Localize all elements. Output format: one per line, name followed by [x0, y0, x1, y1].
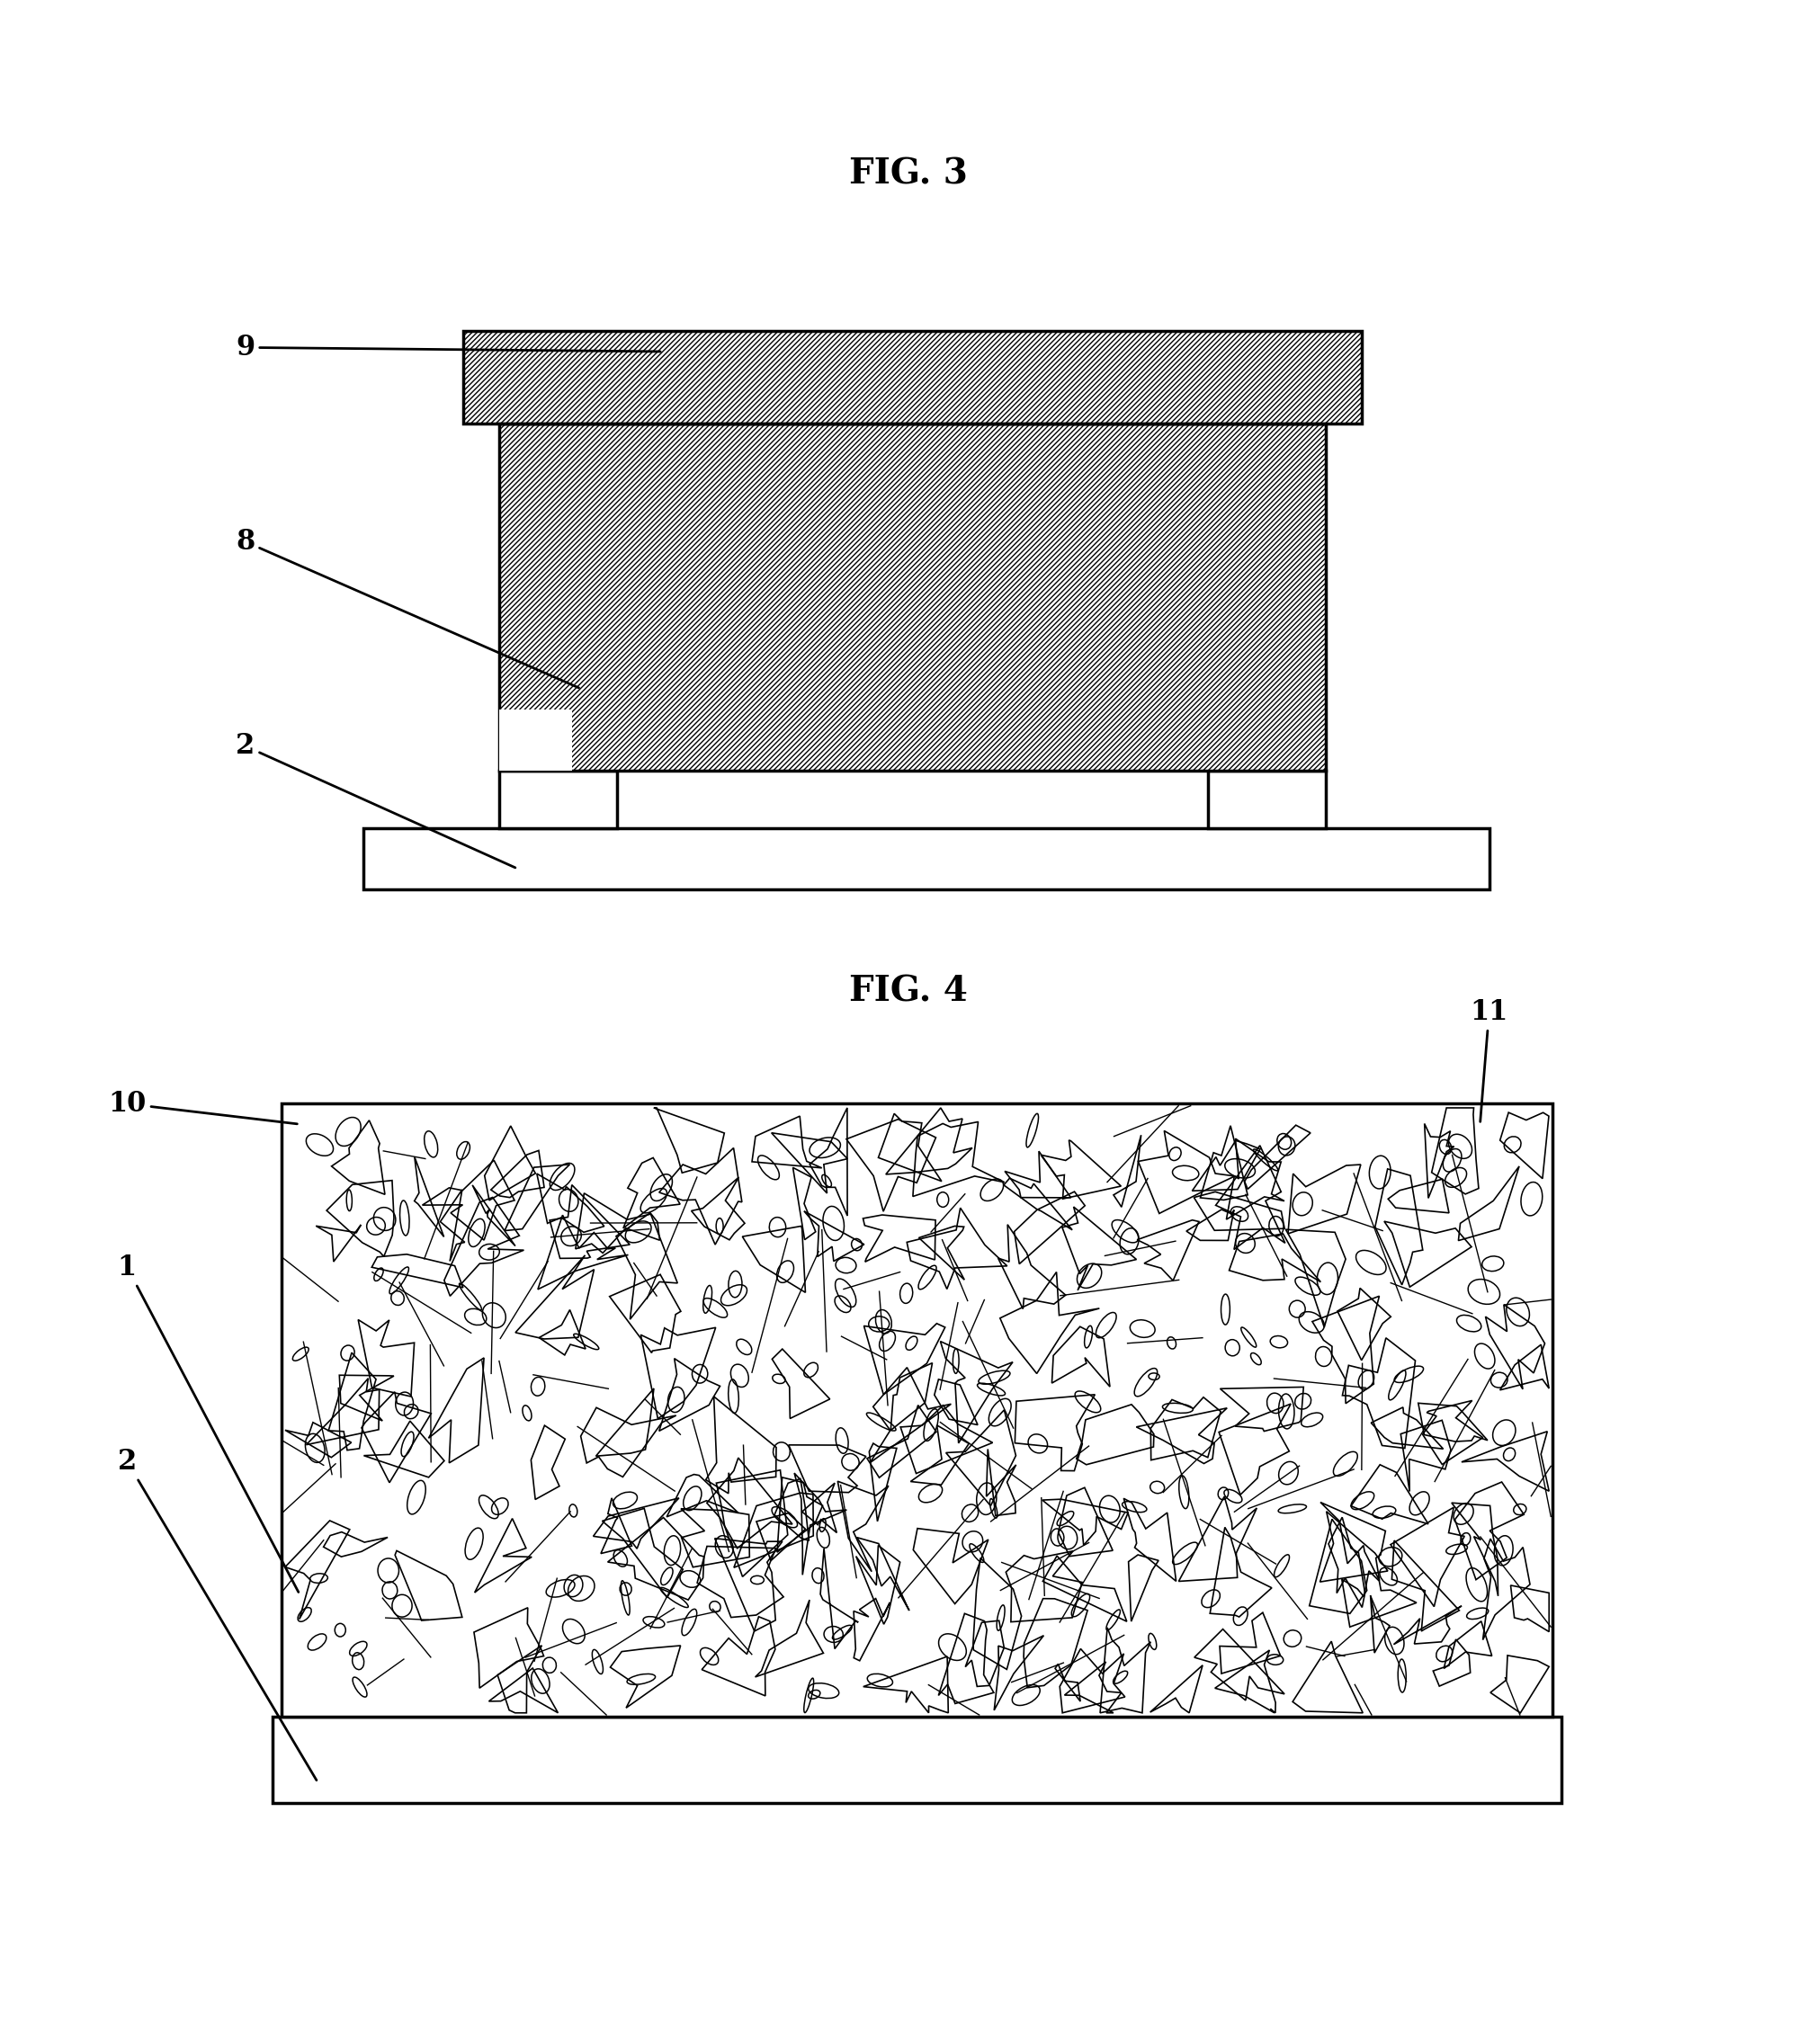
FancyBboxPatch shape: [499, 423, 1326, 771]
Text: FIG. 3: FIG. 3: [848, 157, 968, 190]
Text: 10: 10: [109, 1089, 298, 1124]
FancyBboxPatch shape: [281, 1104, 1553, 1717]
Text: 1: 1: [118, 1253, 298, 1592]
FancyBboxPatch shape: [272, 1717, 1562, 1803]
FancyBboxPatch shape: [463, 331, 1362, 423]
Text: 8: 8: [236, 527, 579, 689]
Text: FIG. 4: FIG. 4: [848, 975, 968, 1008]
FancyBboxPatch shape: [363, 828, 1489, 889]
FancyBboxPatch shape: [499, 709, 572, 771]
Text: 2: 2: [118, 1447, 316, 1780]
FancyBboxPatch shape: [1208, 771, 1326, 828]
FancyBboxPatch shape: [499, 771, 617, 828]
Text: 11: 11: [1471, 997, 1507, 1122]
Text: 9: 9: [236, 333, 661, 362]
Text: 2: 2: [236, 732, 516, 867]
